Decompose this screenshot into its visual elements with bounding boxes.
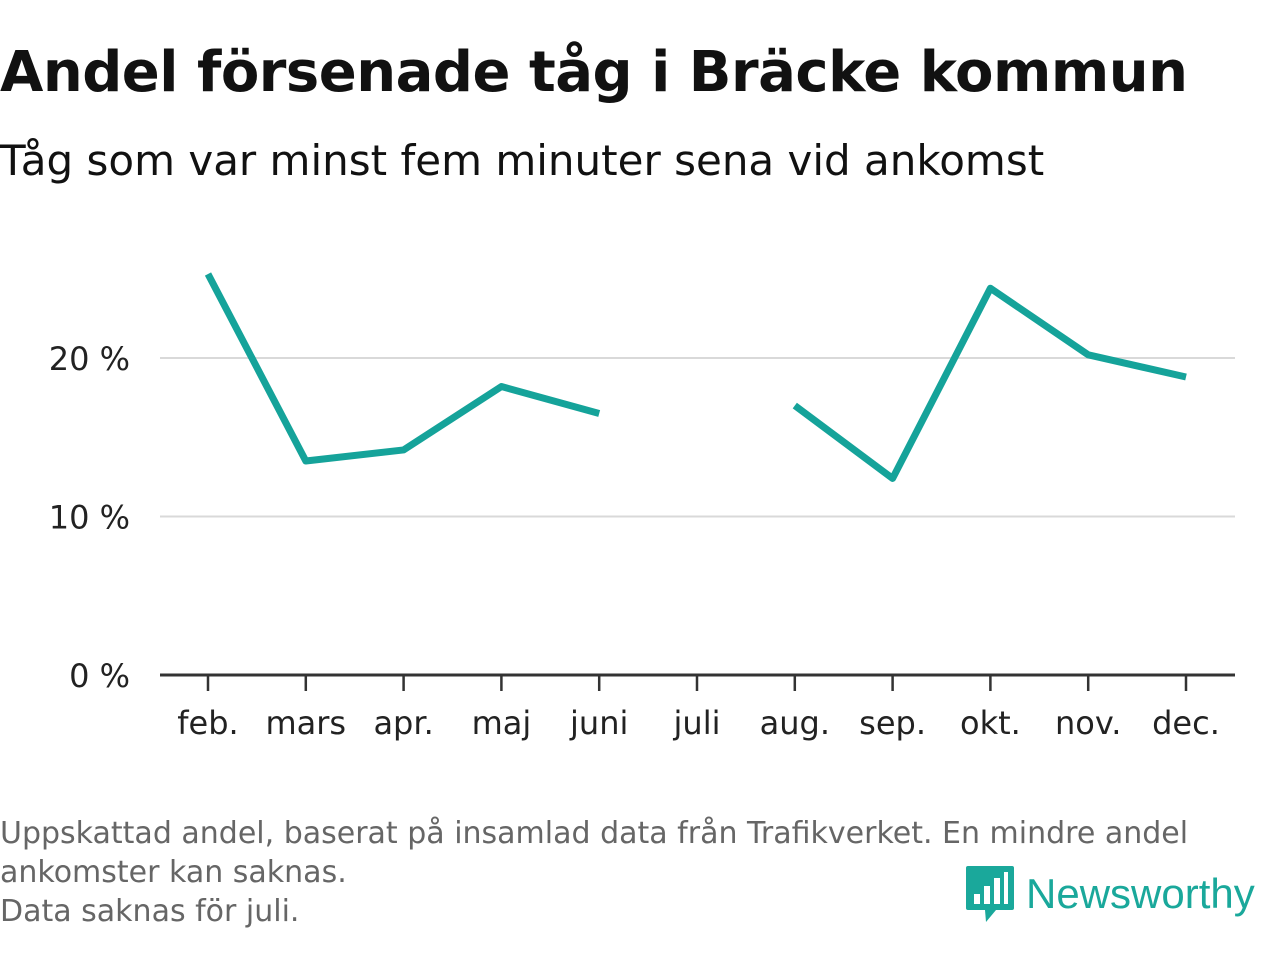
- y-tick-label: 0 %: [69, 657, 130, 695]
- brand-name: Newsworthy: [1026, 870, 1255, 917]
- x-tick-label: maj: [472, 704, 532, 742]
- series-lines: [204, 272, 1187, 482]
- y-axis-tick-labels: 0 % 10 % 20 %: [49, 340, 130, 695]
- footer-line: Data saknas för juli.: [0, 894, 300, 929]
- chart-subtitle: Tåg som var minst fem minuter sena vid a…: [0, 136, 1045, 185]
- x-tick-label: juni: [569, 704, 628, 742]
- x-axis-ticks: feb. mars apr. maj juni juli aug. sep. okt. nov. d…: [177, 675, 1220, 742]
- x-tick-label: mars: [265, 704, 346, 742]
- brand-logo: Newsworthy: [964, 864, 1255, 924]
- y-tick-label: 10 %: [49, 499, 130, 537]
- x-tick-label: nov.: [1055, 704, 1121, 742]
- newsworthy-logo-icon: [966, 866, 1014, 922]
- x-tick-label: aug.: [760, 704, 830, 742]
- x-tick-label: dec.: [1152, 704, 1220, 742]
- footer-line: Uppskattad andel, baserat på insamlad da…: [0, 816, 1189, 851]
- y-tick-label: 20 %: [49, 340, 130, 378]
- series-line: [204, 272, 601, 465]
- series-line: [792, 284, 1187, 482]
- footer-note: Uppskattad andel, baserat på insamlad da…: [0, 814, 1189, 931]
- footer-line: ankomster kan saknas.: [0, 855, 347, 890]
- x-tick-label: apr.: [373, 704, 433, 742]
- chart-title: Andel försenade tåg i Bräcke kommun: [0, 40, 1188, 105]
- x-tick-label: feb.: [177, 704, 238, 742]
- x-tick-label: okt.: [960, 704, 1021, 742]
- gridlines: [160, 357, 1235, 518]
- x-tick-label: sep.: [859, 704, 926, 742]
- x-tick-label: juli: [673, 704, 721, 742]
